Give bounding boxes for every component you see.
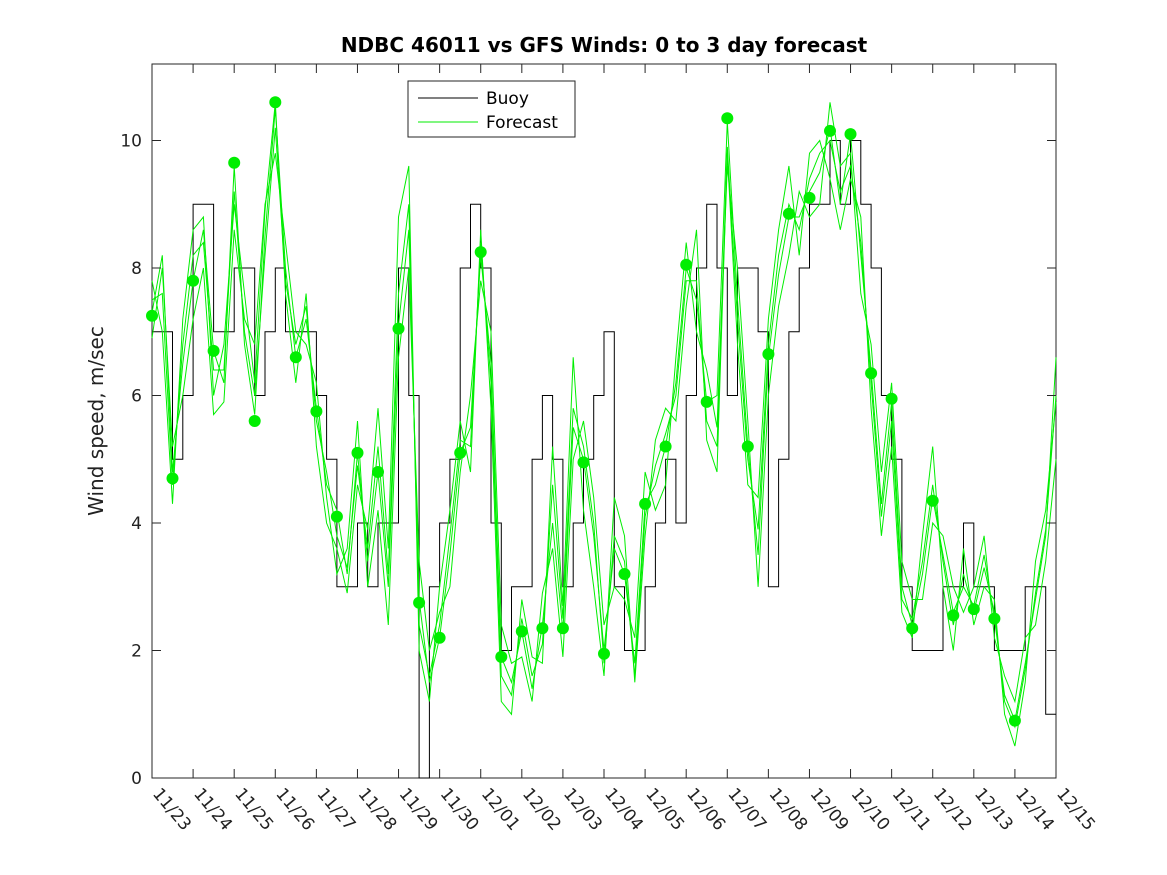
x-tick-label: 12/04 [600, 784, 647, 834]
forecast-marker [865, 367, 878, 380]
forecast-marker [310, 405, 323, 418]
forecast-marker [228, 156, 241, 169]
forecast-marker [392, 322, 405, 335]
x-tick-label: 12/10 [847, 784, 894, 834]
forecast-marker [1008, 714, 1021, 727]
y-tick-label: 4 [131, 514, 142, 534]
x-tick-label: 11/24 [189, 784, 236, 834]
forecast-marker [187, 274, 200, 287]
forecast-marker [351, 446, 364, 459]
x-tick-label: 12/09 [806, 784, 853, 834]
forecast-marker [926, 494, 939, 507]
forecast-marker [906, 622, 919, 635]
buoy-series [152, 140, 1056, 779]
x-tick-label: 12/08 [765, 784, 812, 834]
forecast-marker [207, 344, 220, 357]
forecast-marker [782, 207, 795, 220]
x-tick-label: 11/25 [230, 784, 277, 834]
x-tick-label: 12/13 [970, 784, 1017, 834]
legend-label-forecast: Forecast [486, 113, 558, 133]
x-tick-label: 12/07 [723, 784, 770, 834]
forecast-marker [762, 348, 775, 361]
forecast-marker [289, 351, 302, 364]
x-tick-label: 12/06 [682, 784, 729, 834]
forecast-marker [680, 258, 693, 271]
forecast-marker [947, 609, 960, 622]
buoy-line [152, 140, 1056, 779]
forecast-marker [536, 622, 549, 635]
legend-label-buoy: Buoy [486, 89, 529, 109]
y-axis: 0 2 4 6 8 10 [120, 132, 1056, 789]
forecast-marker [495, 650, 508, 663]
x-tick-label: 12/05 [641, 784, 688, 834]
legend: Buoy Forecast [407, 80, 576, 138]
y-tick-label: 0 [131, 769, 142, 789]
forecast-line-2 [151, 102, 1057, 747]
forecast-marker [372, 466, 384, 478]
x-tick-label: 11/26 [271, 784, 318, 834]
forecast-marker [433, 631, 446, 644]
forecast-marker [556, 622, 569, 635]
forecast-marker [803, 191, 816, 204]
x-tick-label: 11/23 [148, 784, 195, 834]
forecast-marker [413, 596, 426, 609]
forecast-marker [146, 309, 158, 322]
forecast-marker [967, 603, 980, 616]
y-tick-label: 2 [131, 642, 142, 662]
x-tick-label: 12/15 [1052, 784, 1099, 834]
x-tick-label: 12/12 [929, 784, 976, 834]
forecast-marker [824, 124, 836, 137]
forecast-marker [454, 446, 467, 459]
forecast-line-4 [151, 127, 1057, 729]
x-tick-label: 12/02 [518, 784, 565, 834]
forecast-marker [741, 440, 754, 453]
forecast-markers [146, 96, 1021, 727]
y-tick-label: 8 [131, 259, 142, 279]
forecast-marker [577, 456, 590, 469]
legend-box [407, 80, 576, 138]
forecast-marker [844, 128, 857, 141]
forecast-marker [639, 497, 652, 510]
forecast-marker [248, 415, 261, 427]
x-tick-label: 11/28 [354, 784, 401, 834]
x-tick-label: 12/14 [1011, 784, 1058, 834]
forecast-marker [166, 472, 179, 485]
x-tick-label: 11/27 [313, 784, 360, 834]
x-tick-label: 12/03 [559, 784, 606, 834]
forecast-marker [474, 246, 487, 259]
forecast-marker [659, 440, 672, 453]
forecast-line-3 [151, 102, 1057, 704]
forecast-marker [269, 96, 282, 109]
y-tick-label: 10 [120, 132, 142, 152]
y-axis-label: Wind speed, m/sec [84, 326, 108, 516]
forecast-marker [988, 612, 1001, 625]
forecast-marker [598, 647, 610, 660]
forecast-marker [721, 112, 734, 125]
forecast-marker [618, 568, 631, 580]
x-tick-label: 11/29 [395, 784, 442, 834]
y-tick-label: 6 [131, 387, 142, 407]
x-tick-label: 11/30 [436, 784, 483, 834]
x-tick-label: 12/01 [477, 784, 524, 834]
x-tick-label: 12/11 [888, 784, 935, 834]
forecast-marker [515, 625, 528, 638]
forecast-marker [700, 395, 713, 408]
forecast-marker [330, 510, 343, 523]
forecast-marker [885, 392, 898, 405]
chart-title: NDBC 46011 vs GFS Winds: 0 to 3 day fore… [341, 33, 868, 57]
